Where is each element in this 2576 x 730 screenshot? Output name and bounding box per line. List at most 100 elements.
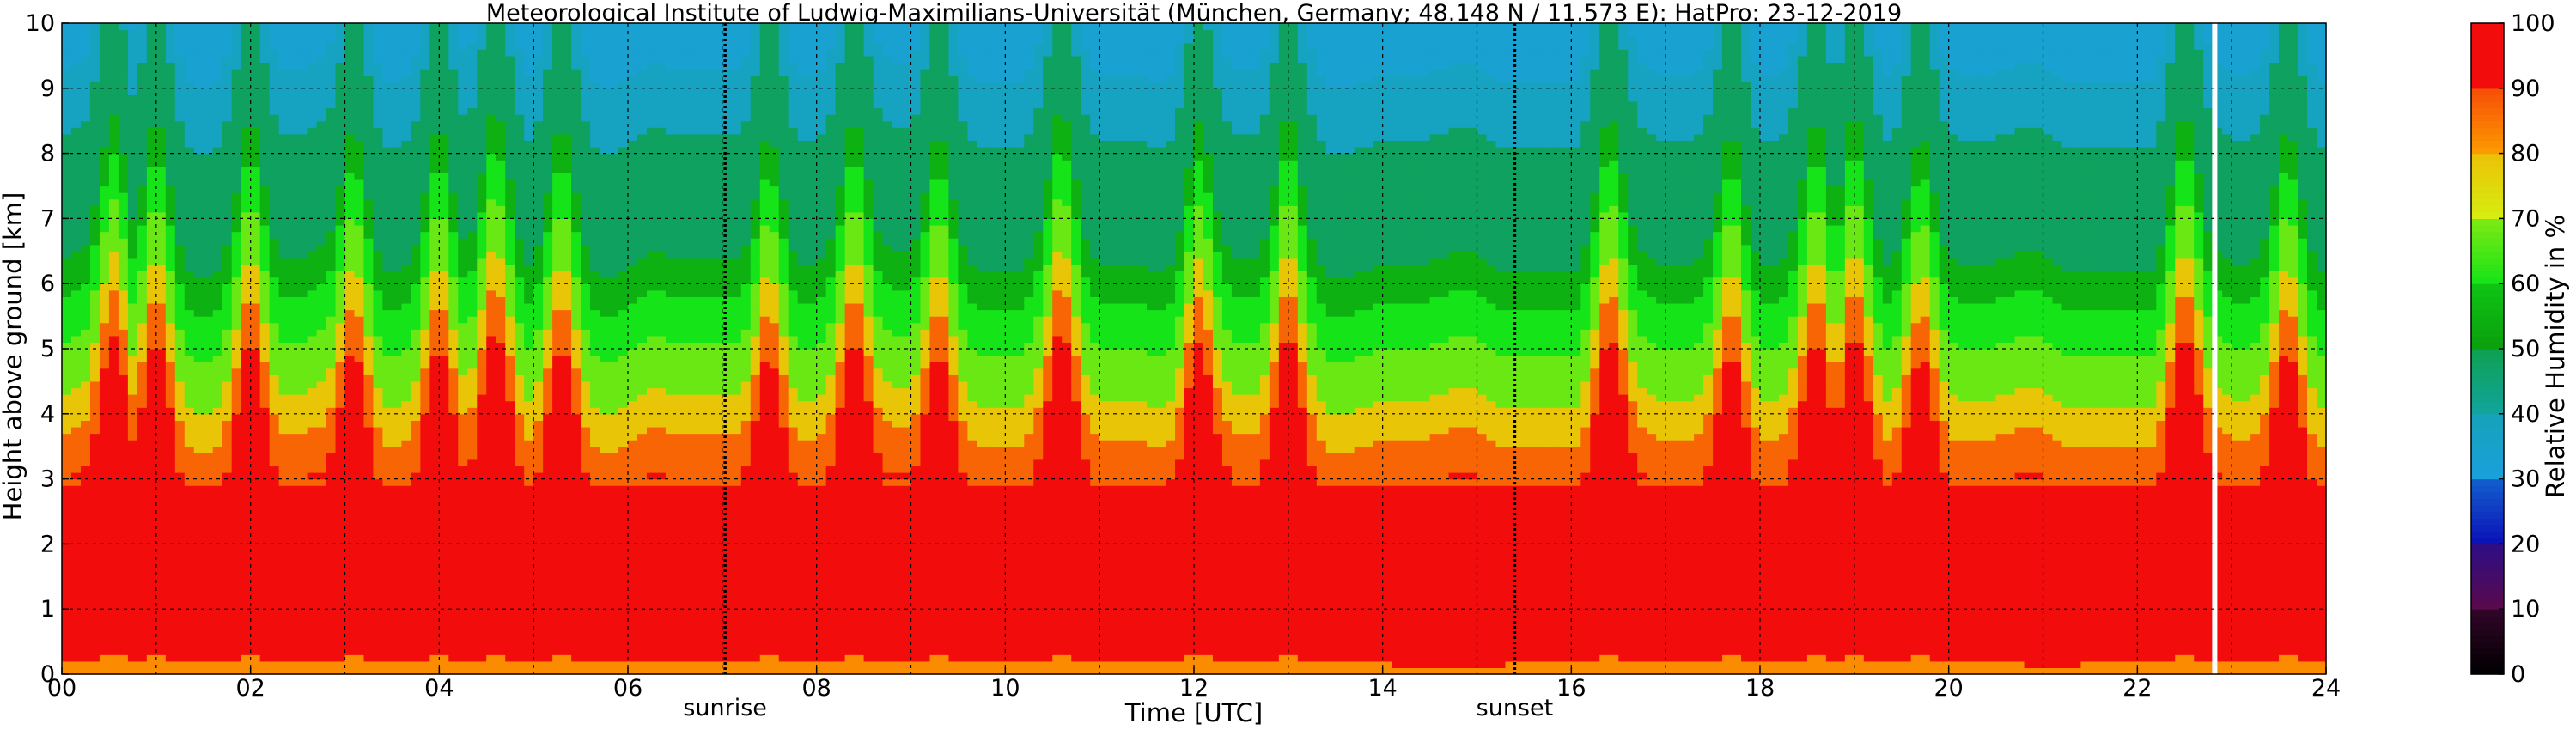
heatmap-cell: [260, 407, 271, 414]
heatmap-cell: [119, 316, 129, 323]
heatmap-cell: [477, 381, 487, 388]
heatmap-cell: [90, 76, 100, 82]
heatmap-cell: [326, 43, 337, 50]
heatmap-cell: [382, 173, 393, 179]
heatmap-cell: [109, 212, 119, 219]
heatmap-cell: [392, 557, 402, 564]
heatmap-cell: [486, 43, 496, 50]
heatmap-cell: [392, 147, 402, 154]
heatmap-cell: [260, 465, 271, 472]
heatmap-cell: [232, 374, 242, 381]
heatmap-cell: [448, 101, 459, 108]
heatmap-cell: [392, 362, 402, 368]
heatmap-cell: [166, 622, 176, 629]
heatmap-cell: [382, 290, 393, 297]
heatmap-cell: [270, 23, 280, 30]
heatmap-cell: [515, 453, 525, 459]
heatmap-cell: [100, 629, 110, 636]
heatmap-cell: [119, 538, 129, 544]
heatmap-cell: [392, 23, 402, 30]
heatmap-cell: [477, 108, 487, 115]
heatmap-cell: [411, 648, 421, 655]
heatmap-cell: [166, 472, 176, 479]
heatmap-cell: [232, 356, 242, 362]
heatmap-cell: [260, 167, 271, 173]
heatmap-cell: [308, 596, 318, 603]
heatmap-cell: [232, 636, 242, 642]
heatmap-cell: [345, 636, 356, 642]
heatmap-cell: [345, 465, 356, 472]
heatmap-cell: [524, 472, 534, 479]
heatmap-cell: [137, 212, 148, 219]
heatmap-cell: [156, 186, 167, 193]
heatmap-cell: [185, 551, 195, 557]
heatmap-cell: [81, 69, 91, 76]
heatmap-cell: [477, 465, 487, 472]
heatmap-cell: [326, 531, 337, 538]
heatmap-cell: [486, 381, 496, 388]
heatmap-cell: [505, 576, 515, 583]
heatmap-cell: [392, 127, 402, 134]
heatmap-cell: [251, 544, 261, 551]
heatmap-cell: [363, 251, 374, 258]
heatmap-cell: [448, 245, 459, 252]
heatmap-cell: [401, 88, 411, 95]
heatmap-cell: [119, 76, 129, 82]
heatmap-cell: [175, 82, 186, 88]
heatmap-cell: [496, 121, 506, 128]
heatmap-cell: [90, 205, 100, 212]
heatmap-cell: [213, 186, 223, 193]
heatmap-cell: [156, 427, 167, 434]
heatmap-cell: [62, 629, 72, 636]
heatmap-cell: [81, 94, 91, 101]
heatmap-cell: [486, 154, 496, 161]
heatmap-cell: [515, 407, 525, 414]
heatmap-cell: [204, 609, 214, 616]
heatmap-cell: [185, 94, 195, 101]
heatmap-cell: [213, 121, 223, 128]
heatmap-cell: [429, 661, 440, 668]
heatmap-cell: [411, 544, 421, 551]
heatmap-cell: [382, 642, 393, 648]
heatmap-cell: [317, 589, 327, 596]
heatmap-cell: [298, 505, 308, 512]
heatmap-cell: [128, 356, 138, 362]
heatmap-cell: [477, 616, 487, 623]
heatmap-cell: [62, 434, 72, 441]
heatmap-cell: [147, 258, 157, 265]
heatmap-cell: [166, 381, 176, 388]
heatmap-cell: [147, 465, 157, 472]
heatmap-cell: [411, 167, 421, 173]
heatmap-cell: [448, 160, 459, 167]
heatmap-cell: [496, 290, 506, 297]
heatmap-cell: [317, 459, 327, 466]
heatmap-cell: [439, 212, 449, 219]
heatmap-cell: [222, 147, 233, 154]
heatmap-cell: [185, 447, 195, 453]
heatmap-cell: [458, 616, 468, 623]
heatmap-cell: [298, 283, 308, 290]
heatmap-cell: [515, 82, 525, 88]
heatmap-cell: [166, 76, 176, 82]
heatmap-cell: [382, 36, 393, 43]
heatmap-cell: [100, 544, 110, 551]
heatmap-cell: [119, 258, 129, 265]
heatmap-cell: [429, 498, 440, 505]
heatmap-cell: [232, 101, 242, 108]
heatmap-cell: [232, 114, 242, 121]
heatmap-cell: [128, 127, 138, 134]
heatmap-cell: [354, 30, 364, 37]
heatmap-cell: [156, 362, 167, 368]
heatmap-cell: [486, 629, 496, 636]
heatmap-cell: [232, 557, 242, 564]
heatmap-cell: [147, 420, 157, 427]
heatmap-cell: [392, 232, 402, 239]
heatmap-cell: [109, 290, 119, 297]
heatmap-cell: [363, 36, 374, 43]
heatmap-cell: [345, 238, 356, 245]
heatmap-cell: [308, 192, 318, 199]
heatmap-cell: [326, 296, 337, 303]
heatmap-cell: [289, 453, 299, 459]
heatmap-cell: [429, 401, 440, 408]
heatmap-cell: [515, 440, 525, 447]
